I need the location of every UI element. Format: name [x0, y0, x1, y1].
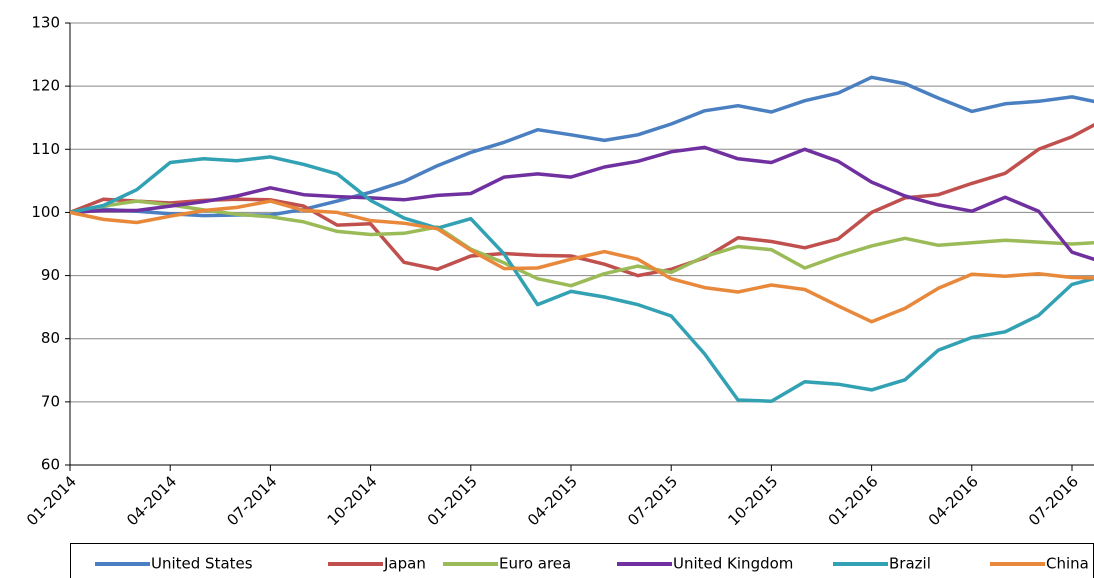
series-line	[70, 155, 1094, 403]
x-tick-label: 01-2014	[23, 472, 80, 529]
x-tick-label: 07-2016	[1025, 472, 1082, 529]
legend-label: Brazil	[889, 555, 931, 573]
legend-label: Japan	[383, 555, 426, 573]
legend-label: Euro area	[499, 555, 571, 573]
x-tick-label: 04-2014	[123, 472, 180, 529]
legend-label: United Kingdom	[673, 555, 793, 573]
y-tick-label: 90	[41, 266, 60, 284]
y-tick-label: 80	[41, 329, 60, 347]
y-tick-label: 130	[31, 14, 60, 32]
x-tick-label: 10-2015	[724, 472, 781, 529]
legend-label: China	[1046, 555, 1089, 573]
x-tick-label: 04-2015	[524, 472, 581, 529]
y-tick-label: 100	[31, 203, 60, 221]
y-tick-label: 60	[41, 456, 60, 474]
plot	[70, 75, 1094, 403]
x-tick-label: 01-2016	[825, 472, 882, 529]
series-line	[70, 145, 1094, 262]
series-line	[70, 123, 1094, 278]
y-tick-label: 70	[41, 392, 60, 410]
legend-label: United States	[151, 555, 253, 573]
series-line	[70, 199, 1094, 288]
y-tick-label: 110	[31, 140, 60, 158]
x-tick-label: 04-2016	[925, 472, 982, 529]
x-tick-label: 01-2015	[424, 472, 481, 529]
series-line	[70, 199, 1094, 324]
x-tick-label: 07-2014	[223, 472, 280, 529]
y-tick-label: 120	[31, 77, 60, 95]
x-tick-label: 10-2014	[324, 472, 381, 529]
x-tick-label: 07-2015	[624, 472, 681, 529]
